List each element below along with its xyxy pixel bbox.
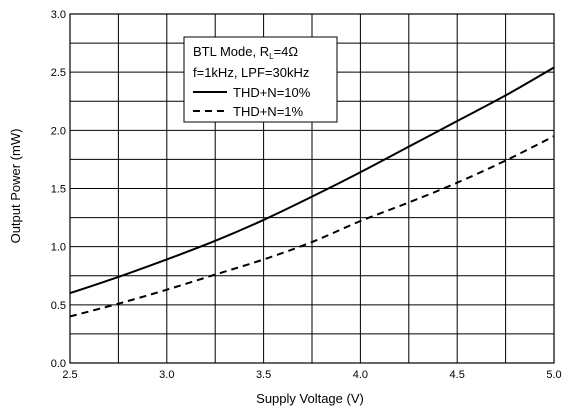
x-tick-label: 2.5 — [62, 369, 77, 381]
y-tick-label: 1.0 — [51, 242, 66, 254]
x-tick-label: 4.5 — [450, 369, 465, 381]
series-layer — [69, 66, 555, 318]
legend-label-thd10: THD+N=10% — [233, 85, 311, 100]
y-tick-label: 0.5 — [51, 300, 66, 312]
legend-conditions: f=1kHz, LPF=30kHz — [193, 65, 309, 80]
legend: BTL Mode, RL=4Ω f=1kHz, LPF=30kHz THD+N=… — [183, 36, 338, 123]
x-tick-label: 3.0 — [159, 369, 174, 381]
y-tick-label: 2.0 — [51, 125, 66, 137]
legend-mode-prefix: BTL Mode, R — [193, 44, 269, 59]
y-tick-labels: 0.0 0.5 1.0 1.5 2.0 2.5 3.0 — [51, 9, 66, 370]
legend-mode-subscript: L — [269, 52, 274, 61]
legend-mode-suffix: =4Ω — [274, 44, 299, 59]
y-tick-label: 0.0 — [51, 358, 66, 370]
y-axis-label: Output Power (mW) — [8, 129, 23, 244]
series-line-thd1 — [69, 135, 555, 318]
x-tick-labels: 2.5 3.0 3.5 4.0 4.5 5.0 — [62, 369, 561, 381]
legend-label-thd1: THD+N=1% — [233, 104, 304, 119]
x-tick-label: 5.0 — [546, 369, 561, 381]
y-tick-label: 3.0 — [51, 9, 66, 21]
legend-box — [183, 36, 338, 123]
x-axis-label: Supply Voltage (V) — [256, 391, 364, 406]
x-tick-label: 3.5 — [256, 369, 271, 381]
y-tick-label: 1.5 — [51, 184, 66, 196]
series-line-thd10 — [69, 66, 555, 295]
y-tick-label: 2.5 — [51, 67, 66, 79]
plot-frame — [69, 13, 555, 364]
x-tick-label: 4.0 — [353, 369, 368, 381]
legend-mode-annotation: BTL Mode, RL=4Ω — [193, 44, 298, 61]
